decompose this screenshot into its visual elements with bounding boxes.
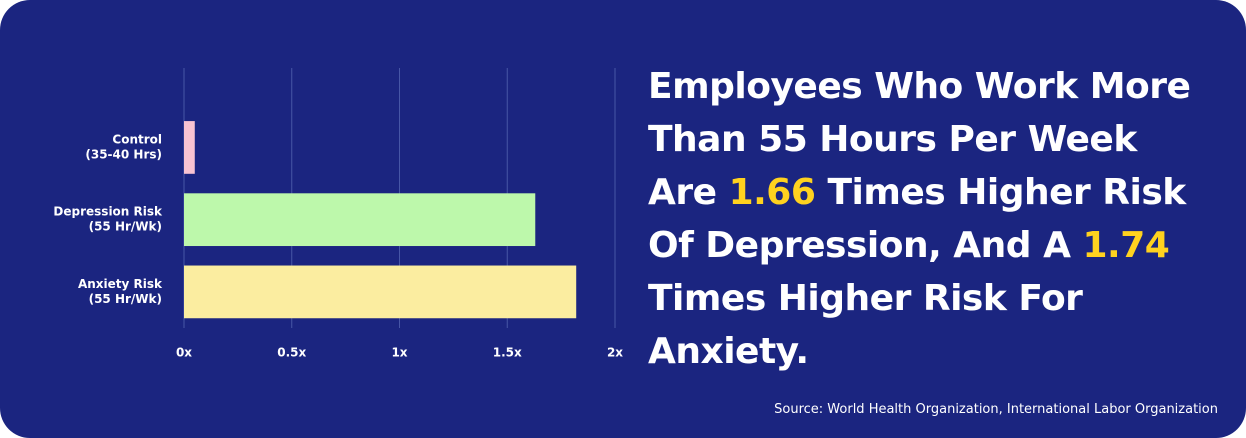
x-tick-label: 0.5x — [277, 346, 306, 360]
bar — [184, 265, 577, 319]
x-tick-label: 1x — [391, 346, 407, 360]
x-tick-label: 1.5x — [493, 346, 522, 360]
headline-text: Employees Who Work More Than 55 Hours Pe… — [648, 66, 1191, 213]
y-tick-label: Control — [112, 132, 162, 146]
source: Source: World Health Organization, Inter… — [774, 402, 1218, 417]
x-tick-label: 2x — [607, 346, 623, 360]
headline: Employees Who Work More Than 55 Hours Pe… — [648, 60, 1208, 378]
x-tick-label: 0x — [176, 346, 192, 360]
y-tick-label: Depression Risk — [53, 205, 163, 219]
highlight-number: 1.74 — [1082, 225, 1170, 266]
highlight-number: 1.66 — [728, 172, 816, 213]
bar — [184, 193, 536, 247]
bar — [184, 121, 195, 174]
y-tick-label: Anxiety Risk — [78, 277, 163, 291]
headline-text: Times Higher Risk For Anxiety. — [648, 278, 1083, 372]
y-tick-label: (55 Hr/Wk) — [89, 220, 162, 234]
headline-text: Times Higher Risk Of Depression, And A — [648, 172, 1186, 266]
y-tick-label: (55 Hr/Wk) — [89, 292, 162, 306]
chart: 0x 0.5x 1x 1.5x 2x Control(35-40 Hrs) Depressi… — [53, 68, 623, 360]
y-tick-label: (35-40 Hrs) — [85, 147, 162, 161]
